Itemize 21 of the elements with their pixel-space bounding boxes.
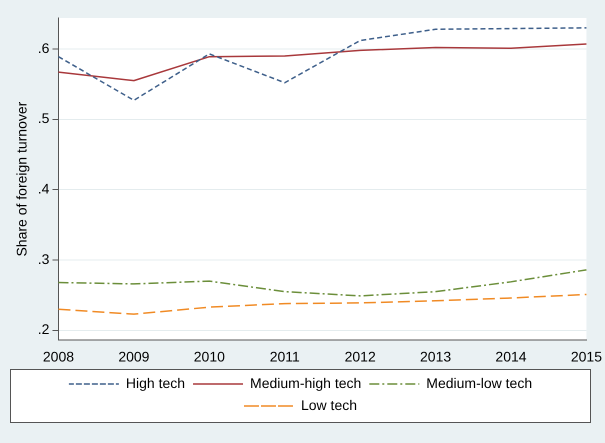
x-tick-label: 2011 bbox=[270, 348, 300, 364]
x-tick-label: 2008 bbox=[42, 348, 74, 364]
line-series bbox=[58, 27, 588, 102]
x-tick-label: 2012 bbox=[344, 348, 376, 364]
legend-label: High tech bbox=[126, 374, 186, 391]
y-tick-label: .3 bbox=[38, 250, 50, 267]
y-tick-label: .4 bbox=[38, 180, 50, 197]
legend-label: Medium-high tech bbox=[250, 374, 362, 391]
x-tick-label: 2010 bbox=[194, 348, 226, 364]
y-axis-title: Share of foreign turnover bbox=[13, 101, 30, 257]
y-tick-label: .6 bbox=[38, 40, 50, 56]
legend-label: Medium-low tech bbox=[426, 374, 532, 391]
x-tick-label: 2014 bbox=[495, 348, 527, 364]
x-tick-label: 2015 bbox=[570, 348, 602, 364]
line-series bbox=[58, 294, 588, 315]
x-tick-label: 2013 bbox=[420, 348, 452, 364]
line-series bbox=[58, 269, 588, 297]
y-tick-label: .5 bbox=[38, 110, 50, 126]
x-tick-label: 2009 bbox=[118, 348, 150, 364]
y-tick-label: .2 bbox=[38, 321, 50, 338]
legend-label: Low tech bbox=[300, 396, 358, 413]
